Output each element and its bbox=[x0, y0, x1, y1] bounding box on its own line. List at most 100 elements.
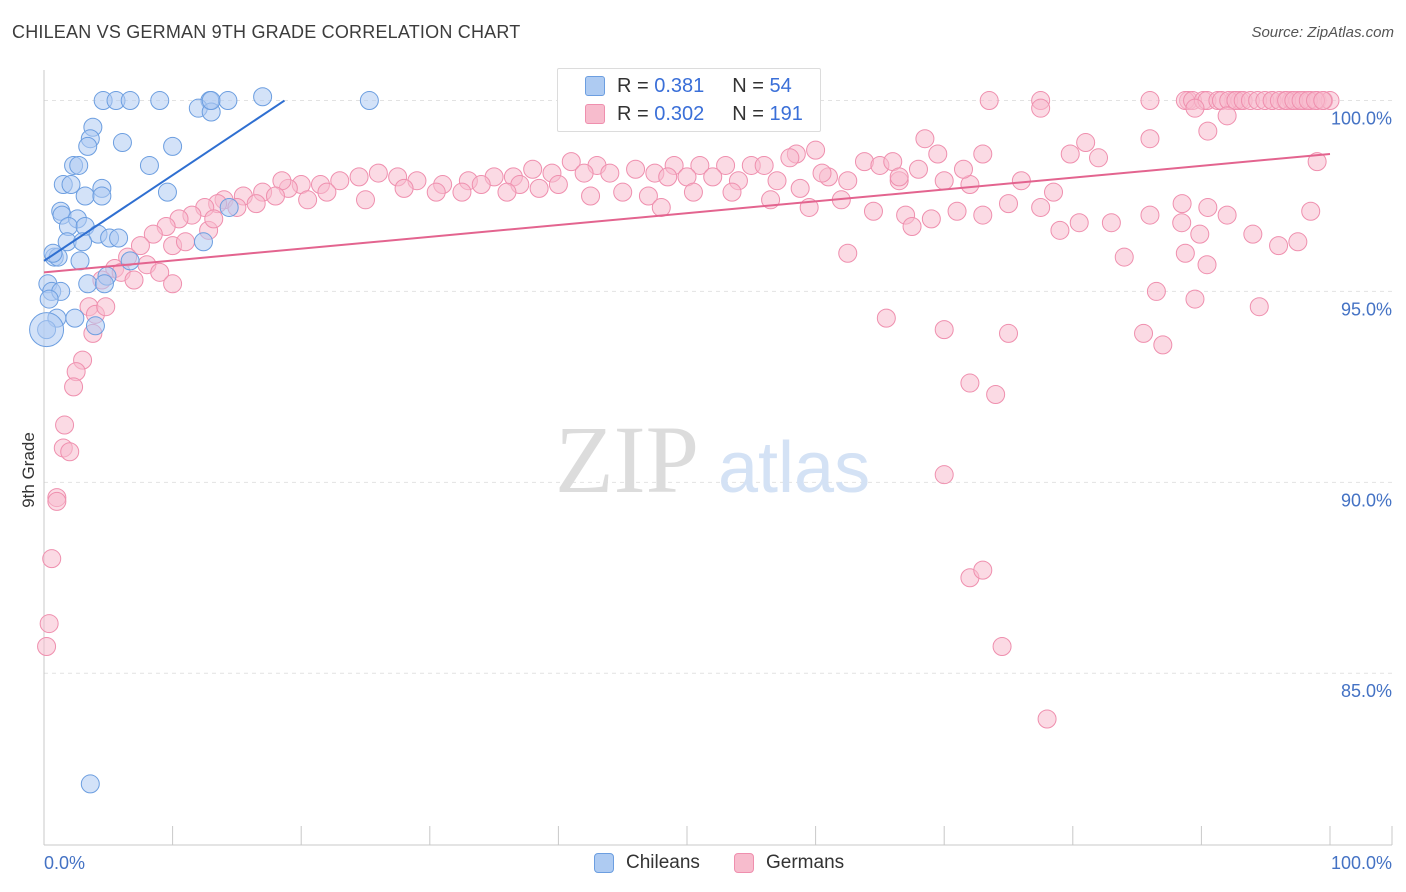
germans-point[interactable] bbox=[703, 167, 723, 187]
germans-point[interactable] bbox=[561, 152, 581, 172]
germans-point[interactable] bbox=[1146, 281, 1166, 301]
germans-point[interactable] bbox=[1140, 205, 1160, 225]
germans-point[interactable] bbox=[1140, 91, 1160, 111]
germans-point[interactable] bbox=[1197, 255, 1217, 275]
germans-point[interactable] bbox=[973, 205, 993, 225]
germans-point[interactable] bbox=[1175, 243, 1195, 263]
germans-point[interactable] bbox=[754, 155, 774, 175]
germans-point[interactable] bbox=[915, 129, 935, 149]
germans-point[interactable] bbox=[1069, 213, 1089, 233]
germans-point[interactable] bbox=[42, 549, 62, 569]
germans-point[interactable] bbox=[683, 182, 703, 202]
germans-point[interactable] bbox=[204, 209, 224, 229]
germans-point[interactable] bbox=[902, 217, 922, 237]
germans-point[interactable] bbox=[37, 636, 57, 656]
chileans-point[interactable] bbox=[120, 251, 140, 271]
germans-point[interactable] bbox=[246, 194, 266, 214]
germans-point[interactable] bbox=[838, 171, 858, 191]
germans-point[interactable] bbox=[150, 262, 170, 282]
germans-point[interactable] bbox=[767, 171, 787, 191]
germans-point[interactable] bbox=[1288, 232, 1308, 252]
legend-item-germans[interactable]: Germans bbox=[734, 852, 844, 874]
germans-point[interactable] bbox=[934, 171, 954, 191]
germans-point[interactable] bbox=[1101, 213, 1121, 233]
germans-point[interactable] bbox=[175, 232, 195, 252]
germans-point[interactable] bbox=[1044, 182, 1064, 202]
germans-point[interactable] bbox=[908, 159, 928, 179]
chileans-point[interactable] bbox=[218, 91, 238, 111]
germans-point[interactable] bbox=[1153, 335, 1173, 355]
germans-point[interactable] bbox=[992, 636, 1012, 656]
chileans-point[interactable] bbox=[69, 155, 89, 175]
chileans-point[interactable] bbox=[78, 136, 98, 156]
germans-point[interactable] bbox=[574, 163, 594, 183]
germans-point[interactable] bbox=[497, 182, 517, 202]
chileans-point[interactable] bbox=[39, 289, 59, 309]
germans-point[interactable] bbox=[426, 182, 446, 202]
germans-point[interactable] bbox=[1190, 224, 1210, 244]
germans-point[interactable] bbox=[999, 194, 1018, 214]
germans-point[interactable] bbox=[960, 373, 980, 393]
germans-point[interactable] bbox=[298, 190, 318, 210]
germans-point[interactable] bbox=[581, 186, 601, 206]
germans-point[interactable] bbox=[1217, 205, 1237, 225]
chileans-point[interactable] bbox=[85, 316, 105, 336]
germans-point[interactable] bbox=[1172, 194, 1192, 214]
germans-point[interactable] bbox=[452, 182, 472, 202]
germans-point[interactable] bbox=[529, 178, 549, 198]
germans-point[interactable] bbox=[986, 385, 1006, 405]
germans-point[interactable] bbox=[979, 91, 999, 111]
chileans-point[interactable] bbox=[150, 91, 170, 111]
germans-point[interactable] bbox=[1198, 121, 1218, 141]
germans-point[interactable] bbox=[39, 614, 59, 634]
germans-point[interactable] bbox=[638, 186, 658, 206]
chileans-point[interactable] bbox=[120, 91, 140, 111]
germans-point[interactable] bbox=[953, 159, 973, 179]
germans-point[interactable] bbox=[1243, 224, 1263, 244]
germans-point[interactable] bbox=[863, 201, 883, 221]
germans-point[interactable] bbox=[876, 308, 896, 328]
germans-point[interactable] bbox=[1172, 213, 1192, 233]
germans-point[interactable] bbox=[368, 163, 388, 183]
chileans-point[interactable] bbox=[78, 274, 98, 294]
chileans-point[interactable] bbox=[139, 155, 159, 175]
chileans-point[interactable] bbox=[219, 197, 239, 217]
germans-point[interactable] bbox=[690, 155, 710, 175]
germans-point[interactable] bbox=[780, 148, 800, 168]
germans-point[interactable] bbox=[722, 182, 742, 202]
germans-point[interactable] bbox=[934, 465, 954, 485]
germans-point[interactable] bbox=[317, 182, 337, 202]
legend-item-chileans[interactable]: Chileans bbox=[594, 852, 700, 874]
germans-point[interactable] bbox=[790, 178, 810, 198]
germans-point[interactable] bbox=[934, 320, 954, 340]
germans-point[interactable] bbox=[1076, 133, 1096, 153]
chileans-point[interactable] bbox=[163, 136, 183, 156]
germans-point[interactable] bbox=[471, 175, 491, 195]
germans-point[interactable] bbox=[55, 415, 75, 435]
germans-point[interactable] bbox=[64, 377, 84, 397]
chileans-point[interactable] bbox=[109, 228, 129, 248]
germans-point[interactable] bbox=[60, 442, 80, 462]
germans-point[interactable] bbox=[130, 236, 150, 256]
germans-point[interactable] bbox=[1301, 201, 1321, 221]
germans-point[interactable] bbox=[330, 171, 350, 191]
germans-point[interactable] bbox=[96, 297, 116, 317]
germans-point[interactable] bbox=[1185, 289, 1205, 309]
germans-point[interactable] bbox=[1307, 152, 1327, 172]
germans-point[interactable] bbox=[1185, 98, 1205, 118]
germans-point[interactable] bbox=[1249, 297, 1269, 317]
chileans-point[interactable] bbox=[75, 186, 95, 206]
germans-point[interactable] bbox=[658, 167, 678, 187]
germans-point[interactable] bbox=[651, 197, 671, 217]
germans-point[interactable] bbox=[1089, 148, 1109, 168]
chileans-point[interactable] bbox=[94, 274, 114, 294]
germans-point[interactable] bbox=[1050, 220, 1070, 240]
chileans-point[interactable] bbox=[359, 91, 379, 111]
germans-point[interactable] bbox=[1011, 171, 1031, 191]
germans-point[interactable] bbox=[1037, 709, 1057, 729]
germans-point[interactable] bbox=[1134, 323, 1154, 343]
germans-point[interactable] bbox=[143, 224, 163, 244]
germans-point[interactable] bbox=[928, 144, 948, 164]
germans-point[interactable] bbox=[716, 155, 736, 175]
germans-point[interactable] bbox=[921, 209, 941, 229]
